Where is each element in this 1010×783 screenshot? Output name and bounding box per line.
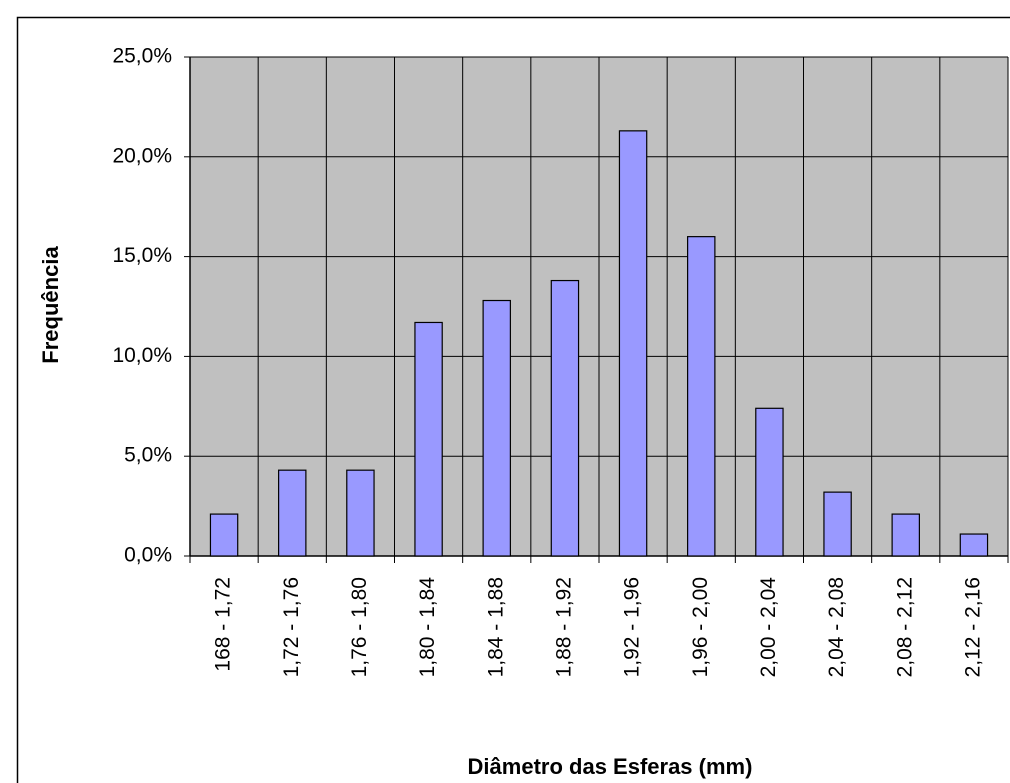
y-tick-label: 10,0% — [112, 344, 172, 367]
bar — [891, 513, 920, 557]
bar — [550, 279, 580, 557]
x-tick-label: 2,08 - 2,12 — [893, 577, 916, 677]
bar — [687, 236, 716, 557]
x-tick-label: 168 - 1,72 — [212, 577, 235, 672]
bar — [618, 130, 648, 557]
x-tick-label: 1,96 - 2,00 — [689, 577, 712, 677]
bar — [823, 491, 852, 557]
y-tick-label: 25,0% — [112, 45, 172, 68]
x-tick-label: 1,84 - 1,88 — [484, 577, 507, 677]
x-tick-label: 1,72 - 1,76 — [280, 577, 303, 677]
bar — [482, 299, 511, 557]
x-tick-label: 1,76 - 1,80 — [348, 577, 371, 677]
x-tick-label: 2,00 - 2,04 — [757, 577, 780, 678]
y-tick-label: 0,0% — [124, 544, 172, 567]
bar — [209, 513, 239, 557]
bar — [755, 407, 784, 557]
bar — [414, 321, 443, 557]
bar — [346, 469, 375, 557]
y-tick-label: 15,0% — [112, 244, 172, 267]
x-tick-label: 1,92 - 1,96 — [621, 577, 644, 677]
x-tick-label: 2,04 - 2,08 — [825, 577, 848, 677]
x-tick-label: 1,88 - 1,92 — [552, 577, 575, 677]
bar — [959, 533, 989, 557]
x-axis-title: Diâmetro das Esferas (mm) — [468, 754, 753, 779]
y-axis-title: Frequência — [38, 246, 63, 364]
x-tick-label: 1,80 - 1,84 — [416, 577, 439, 678]
bar — [278, 469, 307, 557]
y-tick-label: 5,0% — [124, 444, 172, 467]
y-tick-label: 20,0% — [112, 144, 172, 167]
x-tick-label: 2,12 - 2,16 — [961, 577, 984, 677]
